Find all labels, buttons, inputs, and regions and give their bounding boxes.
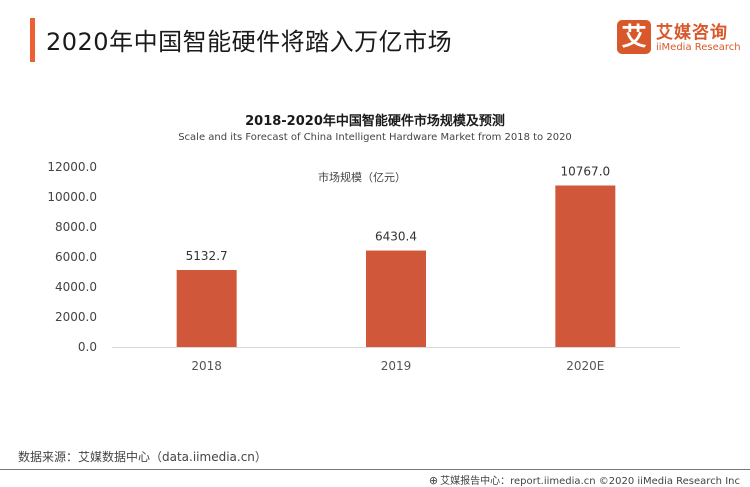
y-tick-label: 2000.0 <box>55 310 97 324</box>
logo-en-text: iiMedia Research <box>656 42 741 53</box>
bar-2019 <box>366 250 426 347</box>
y-tick-label: 12000.0 <box>47 160 97 174</box>
y-tick-label: 0.0 <box>78 340 97 354</box>
bar-chart: 0.0 2000.0 4000.0 6000.0 8000.0 10000.0 12000.… <box>47 160 680 373</box>
chart-title: 2018-2020年中国智能硬件市场规模及预测 <box>245 114 505 129</box>
globe-icon: ⊕ <box>428 474 439 487</box>
footer-report-text: 艾媒报告中心：report.iimedia.cn ©2020 iiMedia R… <box>440 476 740 487</box>
x-tick-label: 2020E <box>566 359 604 373</box>
chart-subtitle: Scale and its Forecast of China Intellig… <box>178 132 572 143</box>
x-tick-label: 2018 <box>191 359 222 373</box>
iimedia-logo: 艾 艾媒咨询 iiMedia Research <box>617 20 742 56</box>
legend-label: 市场规模（亿元） <box>318 170 406 184</box>
footer-divider <box>0 469 750 470</box>
bar-2018 <box>176 270 237 347</box>
title-accent-bar <box>30 18 35 62</box>
data-label: 6430.4 <box>375 230 417 244</box>
bar-2020E <box>555 185 616 347</box>
logo-cn-text: 艾媒咨询 <box>656 23 728 43</box>
y-tick-label: 4000.0 <box>55 280 97 294</box>
page-title: 2020年中国智能硬件将踏入万亿市场 <box>46 28 453 56</box>
footer-credit: ⊕ 艾媒报告中心：report.iimedia.cn ©2020 iiMedia … <box>429 472 740 487</box>
y-tick-label: 6000.0 <box>55 250 97 264</box>
logo-mark-icon: 艾 <box>617 20 651 54</box>
y-tick-label: 8000.0 <box>55 220 97 234</box>
x-tick-label: 2019 <box>381 359 412 373</box>
data-source: 数据来源：艾媒数据中心（data.iimedia.cn） <box>18 450 267 464</box>
y-tick-label: 10000.0 <box>47 190 97 204</box>
data-label: 10767.0 <box>561 164 611 178</box>
data-label: 5132.7 <box>186 249 228 263</box>
